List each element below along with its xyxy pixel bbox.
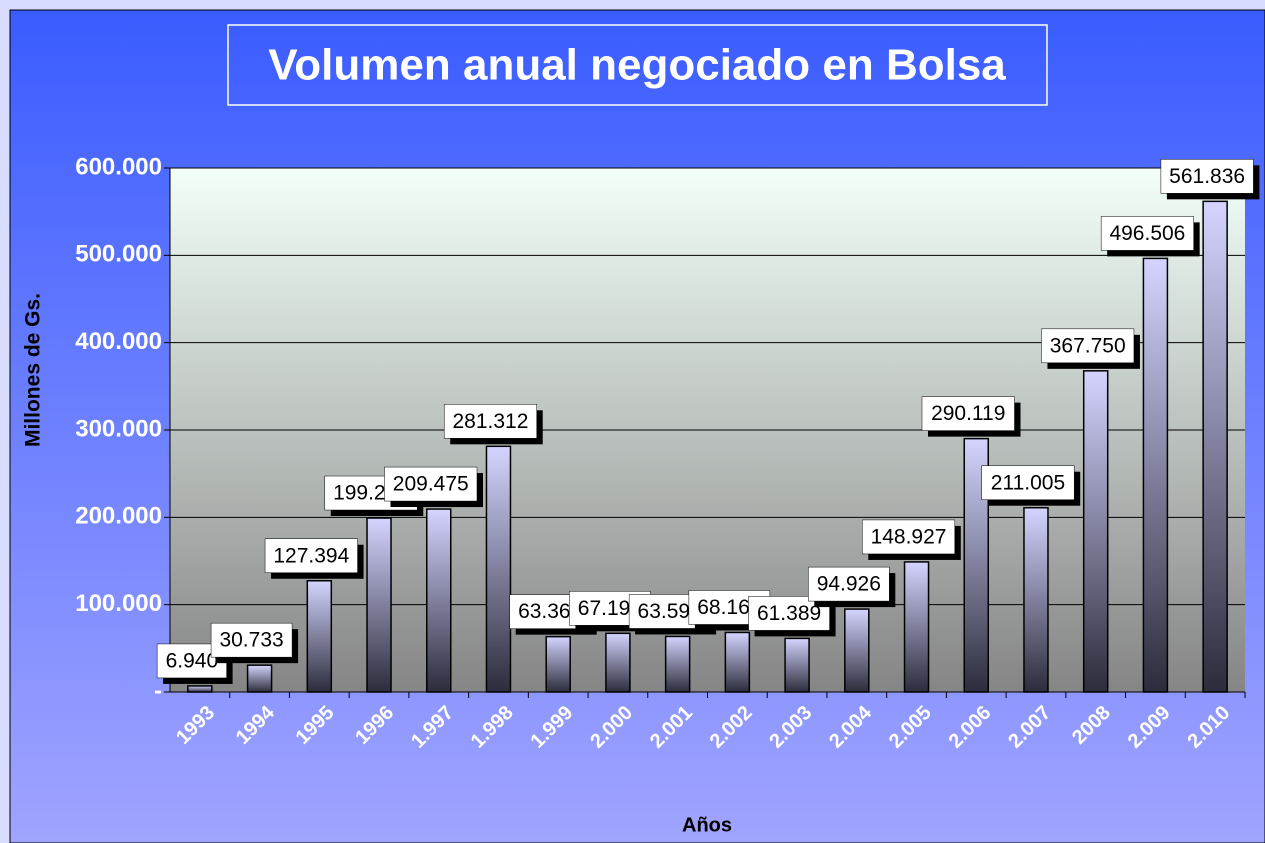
label-box [1041, 328, 1135, 364]
bar [1142, 257, 1169, 693]
bar [246, 664, 273, 693]
label-box [210, 622, 293, 658]
y-tick-label: 600.000 [75, 153, 162, 180]
data-label: 63.599 [638, 600, 702, 623]
bar [187, 685, 213, 693]
bar [1082, 370, 1109, 693]
data-label: 67.194 [578, 597, 643, 620]
data-label: 63.366 [518, 600, 582, 623]
bar [903, 561, 930, 693]
x-axis-label: Años [682, 814, 732, 836]
label-box [264, 538, 358, 573]
bar [306, 579, 333, 693]
y-tick-label: 200.000 [75, 503, 162, 530]
title-box [227, 24, 1048, 106]
bar [724, 631, 751, 693]
bar [366, 517, 392, 693]
label-box [921, 396, 1015, 431]
y-tick-label: - [154, 677, 162, 704]
bar [664, 635, 691, 693]
bar [1202, 200, 1228, 693]
bar [784, 637, 810, 693]
data-label: 148.927 [871, 525, 947, 548]
data-label: 211.005 [991, 471, 1065, 494]
data-label: 281.312 [453, 410, 529, 433]
label-box [1160, 159, 1254, 194]
data-label: 561.836 [1169, 165, 1245, 188]
data-label: 209.475 [393, 473, 469, 496]
label-box [1100, 216, 1194, 251]
data-label: 94.926 [817, 573, 881, 596]
data-label: 290.119 [931, 402, 1005, 425]
label-box [384, 466, 478, 502]
data-label: 6.940 [166, 649, 219, 672]
bar [545, 635, 571, 693]
label-box [862, 519, 956, 555]
bar [485, 445, 512, 693]
data-label: 61.389 [757, 602, 821, 625]
data-label: 367.750 [1050, 334, 1126, 357]
data-label: 127.394 [273, 544, 349, 567]
data-label: 68.169 [697, 596, 761, 619]
label-box [808, 566, 890, 602]
data-label: 496.506 [1109, 222, 1185, 245]
y-tick-label: 400.000 [75, 328, 162, 355]
bar [605, 632, 631, 693]
y-axis-label: Millones de Gs. [22, 293, 45, 447]
bar [426, 508, 452, 693]
data-label: 30.733 [219, 629, 283, 652]
label-box [443, 404, 537, 439]
label-box [981, 465, 1075, 500]
y-tick-label: 100.000 [75, 590, 162, 617]
y-tick-label: 300.000 [75, 415, 162, 442]
y-tick-label: 500.000 [75, 241, 162, 268]
bar [1023, 506, 1049, 693]
chart-title: Volumen anual negociado en Bolsa [268, 41, 1006, 90]
bar [844, 608, 870, 693]
